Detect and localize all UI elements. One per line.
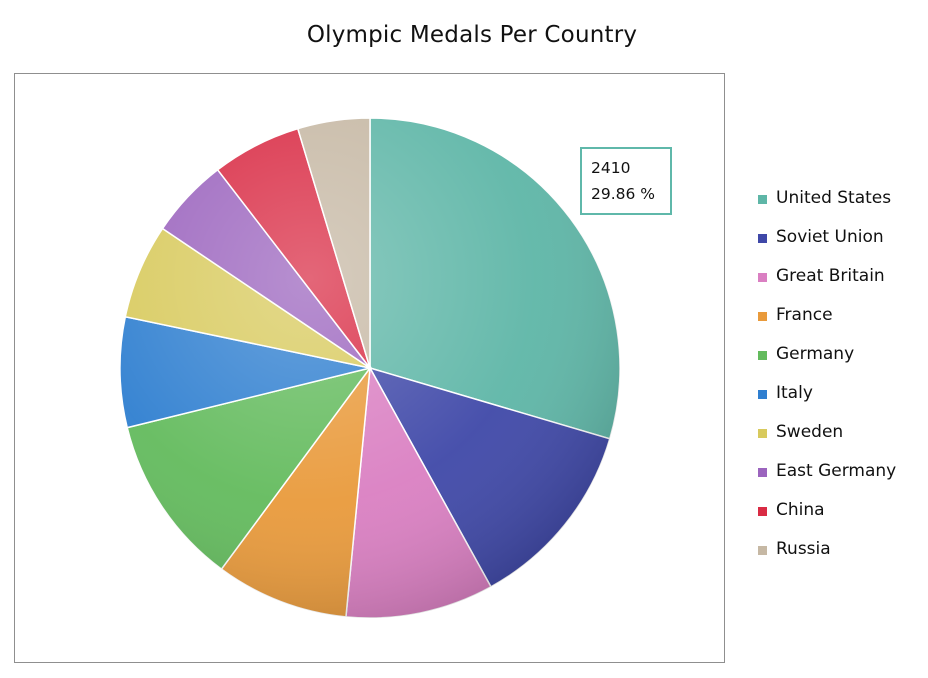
legend-swatch xyxy=(758,507,767,516)
legend-swatch xyxy=(758,390,767,399)
legend-label: Italy xyxy=(776,383,813,403)
tooltip-percent: 29.86 % xyxy=(591,185,656,203)
legend-swatch xyxy=(758,195,767,204)
legend-label: Soviet Union xyxy=(776,227,884,247)
legend-swatch xyxy=(758,234,767,243)
legend-swatch xyxy=(758,351,767,360)
legend-label: France xyxy=(776,305,833,325)
legend-label: United States xyxy=(776,188,892,208)
legend-swatch xyxy=(758,429,767,438)
tooltip-value: 2410 xyxy=(591,159,631,177)
legend-swatch xyxy=(758,273,767,282)
legend-label: Russia xyxy=(776,539,831,559)
chart-title: Olympic Medals Per Country xyxy=(306,22,638,48)
legend-label: Germany xyxy=(776,344,855,364)
legend-label: Great Britain xyxy=(776,266,885,286)
legend-swatch xyxy=(758,312,767,321)
legend-swatch xyxy=(758,546,767,555)
legend-label: Sweden xyxy=(776,422,844,442)
legend-label: East Germany xyxy=(776,461,897,481)
legend-swatch xyxy=(758,468,767,477)
value-tooltip: 2410 29.86 % xyxy=(580,147,672,215)
legend-label: China xyxy=(776,500,825,520)
